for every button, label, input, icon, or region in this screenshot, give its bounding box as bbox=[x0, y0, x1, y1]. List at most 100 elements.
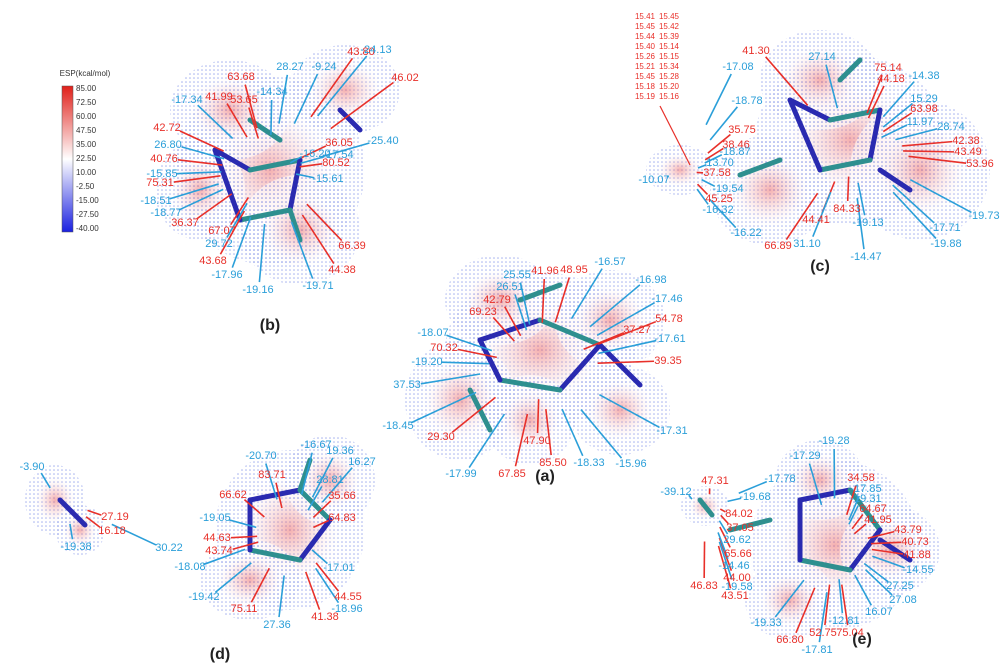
esp-value: 66.89 bbox=[764, 240, 792, 252]
legend-tick: -15.00 bbox=[76, 196, 99, 205]
esp-value: 44.55 bbox=[334, 591, 362, 603]
esp-value: -20.70 bbox=[245, 450, 276, 462]
esp-value: 26.51 bbox=[496, 281, 524, 293]
esp-value: 63.68 bbox=[227, 71, 255, 83]
esp-value: 35.66 bbox=[328, 490, 356, 502]
panel-label: (a) bbox=[535, 468, 555, 485]
stacked-value: 15.20 bbox=[659, 82, 680, 91]
esp-value: 41.95 bbox=[864, 514, 892, 526]
esp-value: 27.25 bbox=[886, 580, 914, 592]
esp-value: -17.99 bbox=[445, 468, 476, 480]
stacked-value: 15.44 bbox=[635, 32, 656, 41]
leader-line bbox=[706, 74, 731, 125]
esp-value: -16.98 bbox=[635, 274, 666, 286]
esp-value: 46.83 bbox=[690, 580, 718, 592]
esp-value: 66.62 bbox=[219, 489, 247, 501]
esp-value: 47.90 bbox=[523, 435, 551, 447]
surface-core bbox=[215, 552, 285, 608]
esp-value: 41.88 bbox=[903, 549, 931, 561]
legend-tick: 72.50 bbox=[76, 98, 97, 107]
legend-tick: 35.00 bbox=[76, 140, 97, 149]
esp-value: -19.38 bbox=[60, 541, 91, 553]
esp-value: 44.41 bbox=[802, 214, 830, 226]
stacked-value: 15.39 bbox=[659, 32, 680, 41]
esp-value: -18.45 bbox=[382, 420, 413, 432]
stacked-value: 15.26 bbox=[635, 52, 656, 61]
esp-value: -14.47 bbox=[850, 251, 881, 263]
esp-value: 69.23 bbox=[469, 306, 497, 318]
esp-value: 83.71 bbox=[258, 469, 286, 481]
esp-value: 37.53 bbox=[393, 379, 421, 391]
legend-tick: -40.00 bbox=[76, 224, 99, 233]
esp-value: -19.31 bbox=[850, 493, 881, 505]
stacked-value: 15.16 bbox=[659, 92, 680, 101]
esp-value: -17.78 bbox=[764, 473, 795, 485]
esp-value: -19.42 bbox=[188, 591, 219, 603]
esp-value: 29.30 bbox=[427, 431, 455, 443]
esp-value: 52.75 bbox=[809, 627, 837, 639]
esp-value: 42.79 bbox=[483, 294, 511, 306]
esp-value: -19.20 bbox=[411, 356, 442, 368]
esp-value: -18.33 bbox=[573, 457, 604, 469]
esp-value: -17.31 bbox=[656, 425, 687, 437]
esp-value: 75.11 bbox=[231, 603, 258, 615]
esp-value: 37.05 bbox=[726, 522, 754, 534]
esp-value: 44.38 bbox=[328, 264, 356, 276]
stacked-value: 15.45 bbox=[635, 72, 656, 81]
stacked-value: 15.45 bbox=[635, 22, 656, 31]
esp-value: 26.80 bbox=[154, 139, 182, 151]
esp-value: -17.34 bbox=[171, 94, 202, 106]
figure: 41.9648.9542.7969.2354.7837.2770.3239.35… bbox=[0, 0, 1006, 664]
esp-value: 30.22 bbox=[155, 542, 183, 554]
esp-value: -19.28 bbox=[818, 435, 849, 447]
esp-value: 43.68 bbox=[199, 255, 227, 267]
esp-value: 39.35 bbox=[654, 355, 682, 367]
stacked-value: 15.18 bbox=[635, 82, 656, 91]
leader-line bbox=[848, 177, 849, 201]
esp-value: -19.33 bbox=[750, 617, 781, 629]
esp-value: 41.96 bbox=[531, 265, 559, 277]
esp-value: 70.32 bbox=[430, 342, 458, 354]
legend-tick: 47.50 bbox=[76, 126, 97, 135]
stacked-value: 15.45 bbox=[659, 12, 680, 21]
esp-value: -14.55 bbox=[902, 564, 933, 576]
esp-value: -19.05 bbox=[199, 512, 230, 524]
esp-value: -19.16 bbox=[242, 284, 273, 296]
panel-label: (c) bbox=[810, 258, 830, 275]
esp-value: -19.58 bbox=[721, 581, 752, 593]
esp-value: 54.78 bbox=[655, 313, 683, 325]
esp-value: -17.29 bbox=[789, 450, 820, 462]
esp-value: 13.70 bbox=[706, 157, 734, 169]
esp-value: 16.27 bbox=[348, 456, 376, 468]
leader-line bbox=[538, 399, 539, 433]
esp-value: -17.96 bbox=[211, 269, 242, 281]
esp-value: -17.71 bbox=[929, 222, 960, 234]
panel-label: (b) bbox=[260, 317, 280, 334]
esp-value: 43.74 bbox=[205, 545, 233, 557]
esp-value: 64.83 bbox=[328, 512, 356, 524]
esp-value: 25.55 bbox=[503, 269, 531, 281]
leader-line bbox=[271, 100, 272, 135]
esp-value: 53.65 bbox=[230, 94, 258, 106]
esp-value: -19.88 bbox=[930, 238, 961, 250]
esp-value: -3.90 bbox=[19, 461, 44, 473]
legend-title: ESP(kcal/mol) bbox=[60, 69, 111, 78]
esp-value: -17.08 bbox=[722, 61, 753, 73]
esp-value: 46.02 bbox=[391, 72, 419, 84]
esp-value: 41.30 bbox=[742, 45, 770, 57]
legend-tick: 10.00 bbox=[76, 168, 97, 177]
esp-value: 35.75 bbox=[728, 124, 756, 136]
leader-line bbox=[903, 151, 954, 152]
esp-value: 40.73 bbox=[901, 536, 929, 548]
esp-value: -16.57 bbox=[594, 256, 625, 268]
esp-value: 47.31 bbox=[701, 475, 729, 487]
stacked-value: 15.40 bbox=[635, 42, 656, 51]
esp-value: -17.81 bbox=[801, 644, 832, 656]
surface-core bbox=[585, 379, 655, 442]
esp-value: -19.13 bbox=[852, 217, 883, 229]
esp-value: 28.81 bbox=[316, 474, 344, 486]
stacked-value: 15.42 bbox=[659, 22, 680, 31]
esp-value: 29.62 bbox=[723, 534, 751, 546]
esp-value: 65.66 bbox=[724, 548, 752, 560]
legend-tick: -27.50 bbox=[76, 210, 99, 219]
